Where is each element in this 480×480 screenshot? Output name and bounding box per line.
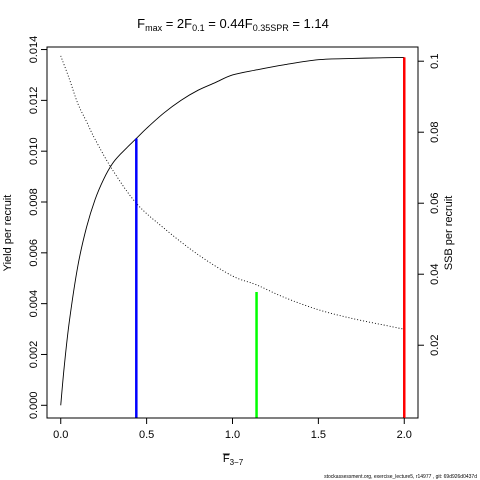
reference-lines-layer [135, 57, 406, 418]
x-tick-label-0: 0.0 [53, 429, 68, 441]
y-right-tick-label-1: 0.04 [429, 264, 441, 285]
y-right-tick-label-2: 0.06 [429, 192, 441, 213]
y-left-tick-label-1: 0.002 [28, 341, 40, 369]
x-tick-label-2: 1.0 [225, 429, 240, 441]
y-right-tick-label-3: 0.08 [429, 121, 441, 142]
title-param-sub-2: 0.35SPR [253, 23, 290, 33]
y-left-tick-label-7: 0.014 [28, 36, 40, 64]
title-param-value-2: = 1.14 [289, 16, 329, 31]
chart-title: Fmax = 2F0.1 = 0.44F0.35SPR = 1.14 [137, 16, 329, 33]
y-right-tick-label-0: 0.02 [429, 335, 441, 356]
y-left-tick-label-4: 0.008 [28, 188, 40, 216]
y-right-tick-label-4: 0.1 [429, 54, 441, 69]
y-left-tick-label-0: 0.000 [28, 392, 40, 420]
x-axis-label-base: F [223, 453, 230, 465]
y-left-tick-label-5: 0.010 [28, 137, 40, 165]
title-param-1: F [184, 16, 192, 31]
curves-layer [60, 55, 405, 406]
x-tick-label-3: 1.5 [311, 429, 326, 441]
y-axis-left: 0.000 0.002 0.004 0.006 0.008 0.010 0.012 0.014 [28, 36, 48, 420]
y-left-tick-label-3: 0.006 [28, 239, 40, 267]
title-param-value-0: = 2 [162, 16, 184, 31]
x-tick-label-4: 2.0 [397, 429, 412, 441]
x-axis-label-sub: 3−7 [230, 458, 244, 467]
x-axis: 0.0 0.5 1.0 1.5 2.0 [53, 417, 412, 441]
title-param-value-1: = 0.44 [205, 16, 245, 31]
title-param-0: F [137, 16, 145, 31]
y-left-tick-label-2: 0.004 [28, 290, 40, 318]
y-left-tick-label-6: 0.012 [28, 87, 40, 115]
series-line-0 [60, 56, 405, 406]
x-axis-label: F3−7 [223, 453, 244, 467]
title-param-sub-1: 0.1 [192, 23, 205, 33]
y-axis-right: 0.02 0.04 0.06 0.08 0.1 [417, 54, 441, 356]
title-param-sub-0: max [145, 23, 163, 33]
x-tick-label-1: 0.5 [139, 429, 154, 441]
footer-text: stockassessment.org, exercise_lecture5, … [324, 474, 477, 480]
y-axis-right-label: SSB per recruit [443, 196, 455, 271]
plot-frame [46, 46, 419, 419]
series-line-1 [60, 55, 405, 330]
title-param-2: F [245, 16, 253, 31]
y-axis-left-label: Yield per recruit [2, 195, 14, 272]
